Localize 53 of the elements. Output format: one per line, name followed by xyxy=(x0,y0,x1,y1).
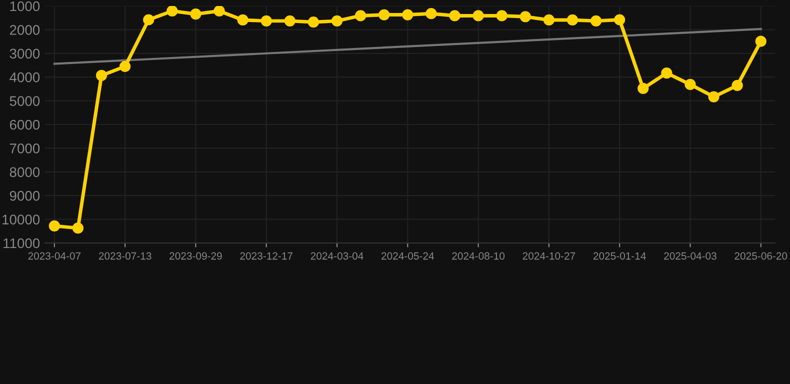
x-tick-label: 2023-12-17 xyxy=(240,252,292,260)
y-tick-label: 8000 xyxy=(10,167,40,178)
y-tick-label: 11000 xyxy=(4,238,40,248)
point xyxy=(72,222,84,234)
point xyxy=(708,91,720,102)
x-tick-label: 2023-07-13 xyxy=(98,252,152,260)
y-tick-label: 9000 xyxy=(10,190,40,201)
x-tick-label: 2024-03-04 xyxy=(310,252,364,260)
x-tick-label: 2023-09-29 xyxy=(170,252,222,260)
point xyxy=(755,36,766,47)
point xyxy=(566,14,578,26)
point xyxy=(190,8,202,20)
y-tick-label: 1000 xyxy=(10,1,40,12)
y-tick-label: 3000 xyxy=(10,48,40,59)
point xyxy=(378,9,390,20)
point xyxy=(48,220,60,232)
point xyxy=(732,80,743,91)
point xyxy=(402,9,414,20)
point xyxy=(166,6,178,17)
point xyxy=(120,60,131,72)
point xyxy=(143,14,154,26)
x-tick-label: 2025-04-03 xyxy=(664,252,716,260)
point xyxy=(661,68,672,79)
point xyxy=(449,10,460,22)
point xyxy=(260,15,272,26)
y-tick-label: 4000 xyxy=(10,72,40,82)
point xyxy=(354,10,366,22)
y-tick-label: 10000 xyxy=(2,214,40,224)
point xyxy=(237,14,248,26)
x-tick-label: 2025-01-14 xyxy=(593,252,646,260)
point xyxy=(214,6,225,17)
point xyxy=(684,78,696,90)
x-tick-label: 2025-06-20 xyxy=(734,252,788,260)
x-tick-label: 2024-05-24 xyxy=(382,252,434,260)
x-tick-label: 2023-04-07 xyxy=(28,252,81,260)
point xyxy=(96,70,108,81)
y-tick-label: 2000 xyxy=(10,25,40,35)
y-tick-label: 7000 xyxy=(10,144,40,154)
x-tick-label: 2024-08-10 xyxy=(452,252,505,260)
point xyxy=(520,11,531,22)
point xyxy=(284,15,296,26)
point xyxy=(614,14,626,26)
point xyxy=(331,15,343,26)
point xyxy=(496,10,508,22)
y-tick-label: 6000 xyxy=(10,120,40,130)
point xyxy=(308,16,320,28)
point xyxy=(590,15,602,26)
x-tick-label: 2024-10-27 xyxy=(522,252,576,260)
y-tick-label: 5000 xyxy=(10,96,40,106)
point xyxy=(638,82,649,94)
point xyxy=(543,14,554,26)
point xyxy=(472,10,484,22)
point xyxy=(426,8,437,20)
